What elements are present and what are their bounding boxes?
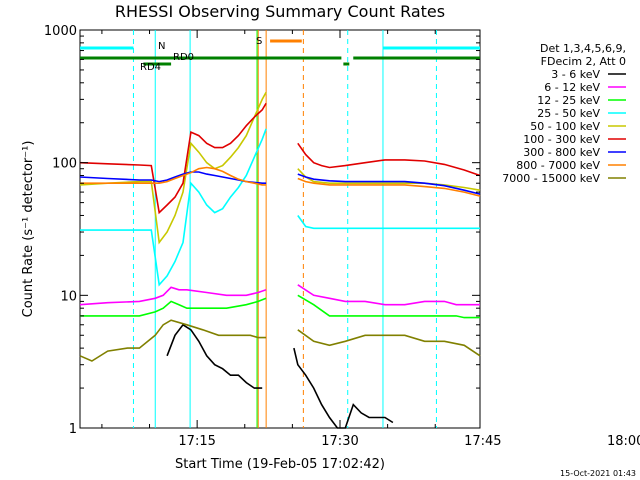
series-layer [80,92,480,428]
legend-entry-label: 7000 - 15000 keV [502,172,600,185]
series-line [80,172,266,183]
saa-flag-label: S [256,36,262,47]
y-axis-label: Count Rate (s⁻¹ detector⁻¹) [21,141,36,318]
y-tick-label: 10 [60,289,77,304]
series-line [298,295,480,317]
legend-entry-label: 300 - 800 keV [523,146,600,159]
x-tick-label: 17:15 [178,434,215,449]
y-tick-label: 1 [69,422,77,437]
rd4-flag-label: RD4 [140,62,161,73]
rd0-flag-label: RD0 [173,52,194,63]
x-tick-label: 18:00 [607,434,640,449]
legend: Det 1,3,4,5,6,9,FDecim 2, Att 03 - 6 keV… [502,42,626,185]
legend-entry-label: 3 - 6 keV [551,68,600,81]
series-line [298,285,480,305]
y-tick-label: 100 [52,157,77,172]
flag-bars: N S RD0 RD4 [80,36,480,73]
chart-title: RHESSI Observing Summary Count Rates [115,2,445,21]
y-tick-label: 1000 [44,24,77,39]
x-tick-label: 17:30 [321,434,358,449]
series-line [80,129,266,285]
series-line [80,168,266,185]
night-flag-label: N [158,41,165,52]
footer-date: 15-Oct-2021 01:43 [560,469,636,478]
legend-entry-label: 50 - 100 keV [530,120,600,133]
legend-entry-label: 6 - 12 keV [544,81,600,94]
series-line [298,330,480,356]
legend-header: FDecim 2, Att 0 [541,55,626,68]
legend-entry-label: 25 - 50 keV [537,107,600,120]
x-axis-label: Start Time (19-Feb-05 17:02:42) [175,457,385,472]
series-line [80,298,266,316]
legend-entry-label: 800 - 7000 keV [516,159,600,172]
legend-header: Det 1,3,4,5,6,9, [540,42,626,55]
legend-entry-label: 100 - 300 keV [523,133,600,146]
series-line [80,103,266,212]
series-line [298,143,480,175]
series-line [80,92,266,242]
series-line [298,216,480,229]
series-line [294,348,393,428]
legend-entry-label: 12 - 25 keV [537,94,600,107]
x-tick-label: 17:45 [464,434,501,449]
